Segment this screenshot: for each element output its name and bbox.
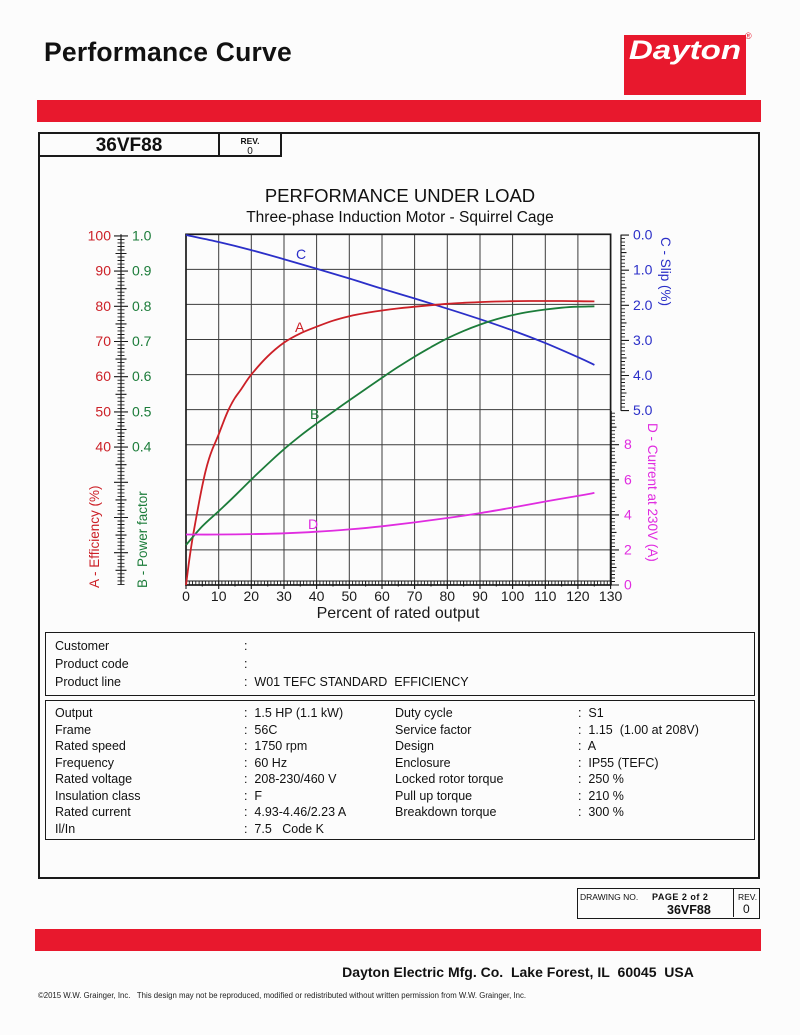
svg-text:2.0: 2.0 [633,297,653,313]
svg-text:4.0: 4.0 [633,367,653,383]
svg-text:50: 50 [342,588,358,604]
svg-text:C - Slip (%): C - Slip (%) [658,237,673,306]
svg-text:90: 90 [95,263,111,279]
svg-text:70: 70 [95,333,111,349]
svg-text:B - Power factor: B - Power factor [135,491,150,588]
svg-text:60: 60 [374,588,390,604]
svg-text:5.0: 5.0 [633,402,653,418]
svg-text:80: 80 [440,588,456,604]
svg-text:C: C [296,246,306,262]
svg-text:100: 100 [88,227,112,243]
svg-text:4: 4 [624,506,632,522]
svg-text:0: 0 [624,577,632,593]
svg-text:110: 110 [534,588,557,604]
svg-text:Percent of rated output: Percent of rated output [317,605,480,622]
svg-text:130: 130 [599,588,623,604]
svg-text:80: 80 [95,298,111,314]
svg-text:0.0: 0.0 [633,227,653,243]
svg-text:1.0: 1.0 [132,227,152,243]
svg-text:70: 70 [407,588,423,604]
svg-text:0.7: 0.7 [132,333,152,349]
svg-text:0: 0 [182,588,190,604]
svg-text:B: B [310,406,319,422]
svg-text:D - Current at 230V (A): D - Current at 230V (A) [645,423,660,562]
svg-text:A - Efficiency (%): A - Efficiency (%) [87,485,102,588]
svg-text:30: 30 [276,588,292,604]
svg-text:A: A [295,319,305,335]
svg-text:D: D [308,516,318,532]
svg-text:0.5: 0.5 [132,403,152,419]
svg-text:3.0: 3.0 [633,332,653,348]
svg-text:0.9: 0.9 [132,263,152,279]
svg-text:40: 40 [95,439,111,455]
svg-text:0.8: 0.8 [132,298,152,314]
svg-text:20: 20 [244,588,260,604]
svg-text:40: 40 [309,588,325,604]
svg-text:120: 120 [566,588,590,604]
svg-text:6: 6 [624,471,632,487]
svg-text:100: 100 [501,588,525,604]
svg-text:0.4: 0.4 [132,439,152,455]
svg-text:2: 2 [624,541,632,557]
svg-text:90: 90 [472,588,488,604]
svg-text:0.6: 0.6 [132,368,152,384]
svg-text:1.0: 1.0 [633,262,653,278]
svg-text:60: 60 [95,368,111,384]
svg-text:50: 50 [95,403,111,419]
svg-text:8: 8 [624,436,632,452]
svg-text:10: 10 [211,588,227,604]
